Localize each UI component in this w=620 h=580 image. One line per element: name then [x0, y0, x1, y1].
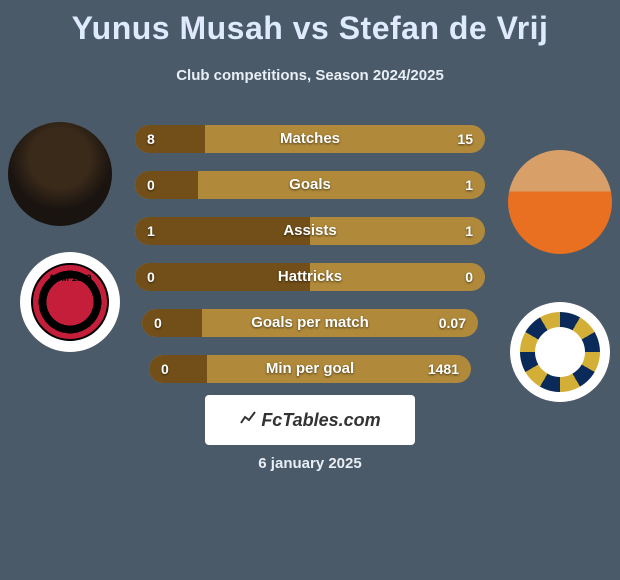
- club-left-badge: [20, 252, 120, 352]
- stat-value-right: 1: [465, 217, 473, 245]
- player-left-avatar: [8, 122, 112, 226]
- stat-value-right: 0.07: [439, 309, 466, 337]
- stat-label: Matches: [135, 125, 485, 153]
- stat-label: Goals per match: [135, 309, 485, 337]
- stat-row: 8 Matches 15: [135, 125, 485, 153]
- stat-row: 0 Goals per match 0.07: [135, 309, 485, 337]
- stat-value-right: 15: [457, 125, 473, 153]
- club-right-badge: [510, 302, 610, 402]
- season-subtitle: Club competitions, Season 2024/2025: [0, 67, 620, 84]
- chart-icon: [239, 409, 257, 432]
- stat-label: Assists: [135, 217, 485, 245]
- stat-value-right: 1481: [428, 355, 459, 383]
- brand-text: FcTables.com: [261, 410, 380, 431]
- comparison-title: Yunus Musah vs Stefan de Vrij: [0, 0, 620, 47]
- fctables-brand-badge: FcTables.com: [205, 395, 415, 445]
- player-right-avatar: [508, 150, 612, 254]
- stats-panel: 8 Matches 15 0 Goals 1 1 Assists 1 0 Hat…: [135, 125, 485, 401]
- stat-value-right: 0: [465, 263, 473, 291]
- snapshot-date: 6 january 2025: [0, 455, 620, 472]
- stat-row: 0 Min per goal 1481: [135, 355, 485, 383]
- stat-label: Hattricks: [135, 263, 485, 291]
- inter-crest-icon: [520, 312, 600, 392]
- acmilan-crest-icon: [31, 263, 109, 341]
- stat-row: 1 Assists 1: [135, 217, 485, 245]
- stat-value-right: 1: [465, 171, 473, 199]
- stat-row: 0 Goals 1: [135, 171, 485, 199]
- stat-row: 0 Hattricks 0: [135, 263, 485, 291]
- stat-label: Goals: [135, 171, 485, 199]
